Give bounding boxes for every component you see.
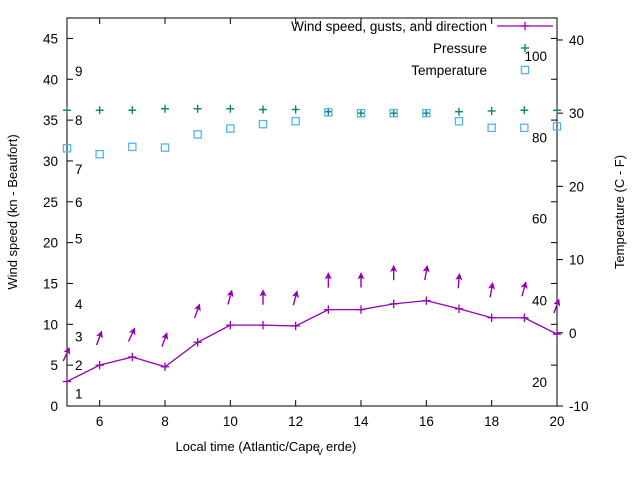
legend-label-2: Temperature (411, 63, 487, 78)
temperature-point (422, 108, 431, 118)
left-axis-tick-label: 0 (50, 399, 58, 414)
temperature-point (324, 108, 333, 117)
beaufort-scale-label: 6 (75, 195, 83, 210)
beaufort-scale-label: 3 (75, 330, 83, 345)
x-axis-tick-label: 10 (223, 414, 238, 429)
fahrenheit-scale-label: 80 (532, 130, 547, 145)
beaufort-scale-label: 7 (75, 162, 83, 177)
right-axis-tick-label: -10 (569, 399, 589, 414)
wind-direction-arrow (161, 332, 169, 347)
temperature-point (356, 108, 366, 118)
x-axis-tick-label: 20 (549, 414, 564, 429)
right-axis-tick-label: 0 (569, 326, 577, 341)
right-axis-tick-label: 40 (569, 33, 584, 48)
y-axis-left-title: Wind speed (kn - Beaufort) (5, 134, 20, 289)
right-axis-tick-label: 30 (569, 106, 584, 121)
wind-speed-line (66, 299, 558, 383)
temperature-point (487, 123, 496, 133)
x-axis-tick-label: 16 (419, 414, 434, 429)
temperature-point (160, 143, 170, 152)
wind-direction-arrow (422, 264, 430, 281)
wind-direction-arrow (553, 298, 561, 314)
x-axis-tick-label: 8 (161, 414, 169, 429)
temperature-point (454, 116, 464, 126)
left-axis-tick-label: 30 (43, 154, 58, 169)
wind-direction-arrow (324, 272, 332, 288)
wind-direction-arrow (357, 272, 365, 288)
temperature-point (291, 116, 300, 126)
temperature-point (552, 122, 562, 131)
wind-direction-arrow (520, 281, 528, 297)
legend-label-0: Wind speed, gusts, and direction (291, 19, 487, 34)
temperature-point (193, 130, 202, 139)
beaufort-scale-label: 2 (75, 358, 83, 373)
temperature-point (520, 123, 529, 133)
beaufort-scale-label: 1 (75, 387, 83, 402)
temperature-point (258, 119, 268, 129)
y-axis-right-title: Temperature (C - F) (612, 155, 627, 269)
beaufort-scale-label: 9 (75, 64, 83, 79)
left-axis-tick-label: 5 (50, 358, 58, 373)
right-axis-tick-label: 10 (569, 253, 584, 268)
fahrenheit-scale-label: 20 (532, 375, 547, 390)
temperature-point (128, 142, 137, 152)
x-axis-title-tail: erde) (326, 439, 356, 454)
wind-direction-arrow (259, 289, 267, 305)
left-axis-tick-label: 10 (43, 317, 58, 332)
temperature-point (389, 108, 398, 118)
fahrenheit-scale-label: 40 (532, 294, 547, 309)
beaufort-scale-label: 4 (75, 297, 83, 312)
left-axis-tick-label: 25 (43, 195, 58, 210)
legend-label-1: Pressure (433, 41, 487, 56)
x-axis-title: Local time (Atlantic/Cape (175, 439, 320, 454)
beaufort-scale-label: 8 (75, 113, 83, 128)
left-axis-tick-label: 40 (43, 72, 58, 87)
left-axis-tick-label: 35 (43, 113, 58, 128)
temperature-point (95, 149, 104, 159)
wind-direction-arrow (226, 289, 234, 305)
temperature-point (62, 144, 72, 153)
left-axis-tick-label: 45 (43, 31, 58, 46)
temperature-point (226, 124, 235, 133)
wind-direction-arrow (487, 281, 496, 298)
x-axis-tick-label: 12 (288, 414, 303, 429)
x-axis-title-subscript: V (317, 447, 323, 457)
beaufort-scale-label: 5 (75, 232, 83, 247)
legend-swatch-temperature (520, 65, 530, 75)
x-axis-tick-label: 6 (96, 414, 104, 429)
wind-direction-arrow (95, 330, 103, 346)
fahrenheit-scale-label: 60 (532, 212, 547, 227)
x-axis-tick-label: 14 (353, 414, 369, 429)
wind-direction-arrow (291, 290, 299, 306)
x-axis-tick-label: 18 (484, 414, 499, 429)
wind-direction-arrow (62, 347, 70, 362)
wind-direction-arrow (390, 264, 398, 281)
wind-direction-arrow (127, 327, 136, 342)
right-axis-tick-label: 20 (569, 179, 584, 194)
wind-direction-arrow (455, 272, 463, 289)
wind-direction-arrow (193, 303, 201, 319)
left-axis-tick-label: 20 (43, 236, 58, 251)
fahrenheit-scale-label: 100 (524, 49, 547, 64)
left-axis-tick-label: 15 (43, 276, 58, 291)
plot-frame (66, 17, 558, 407)
